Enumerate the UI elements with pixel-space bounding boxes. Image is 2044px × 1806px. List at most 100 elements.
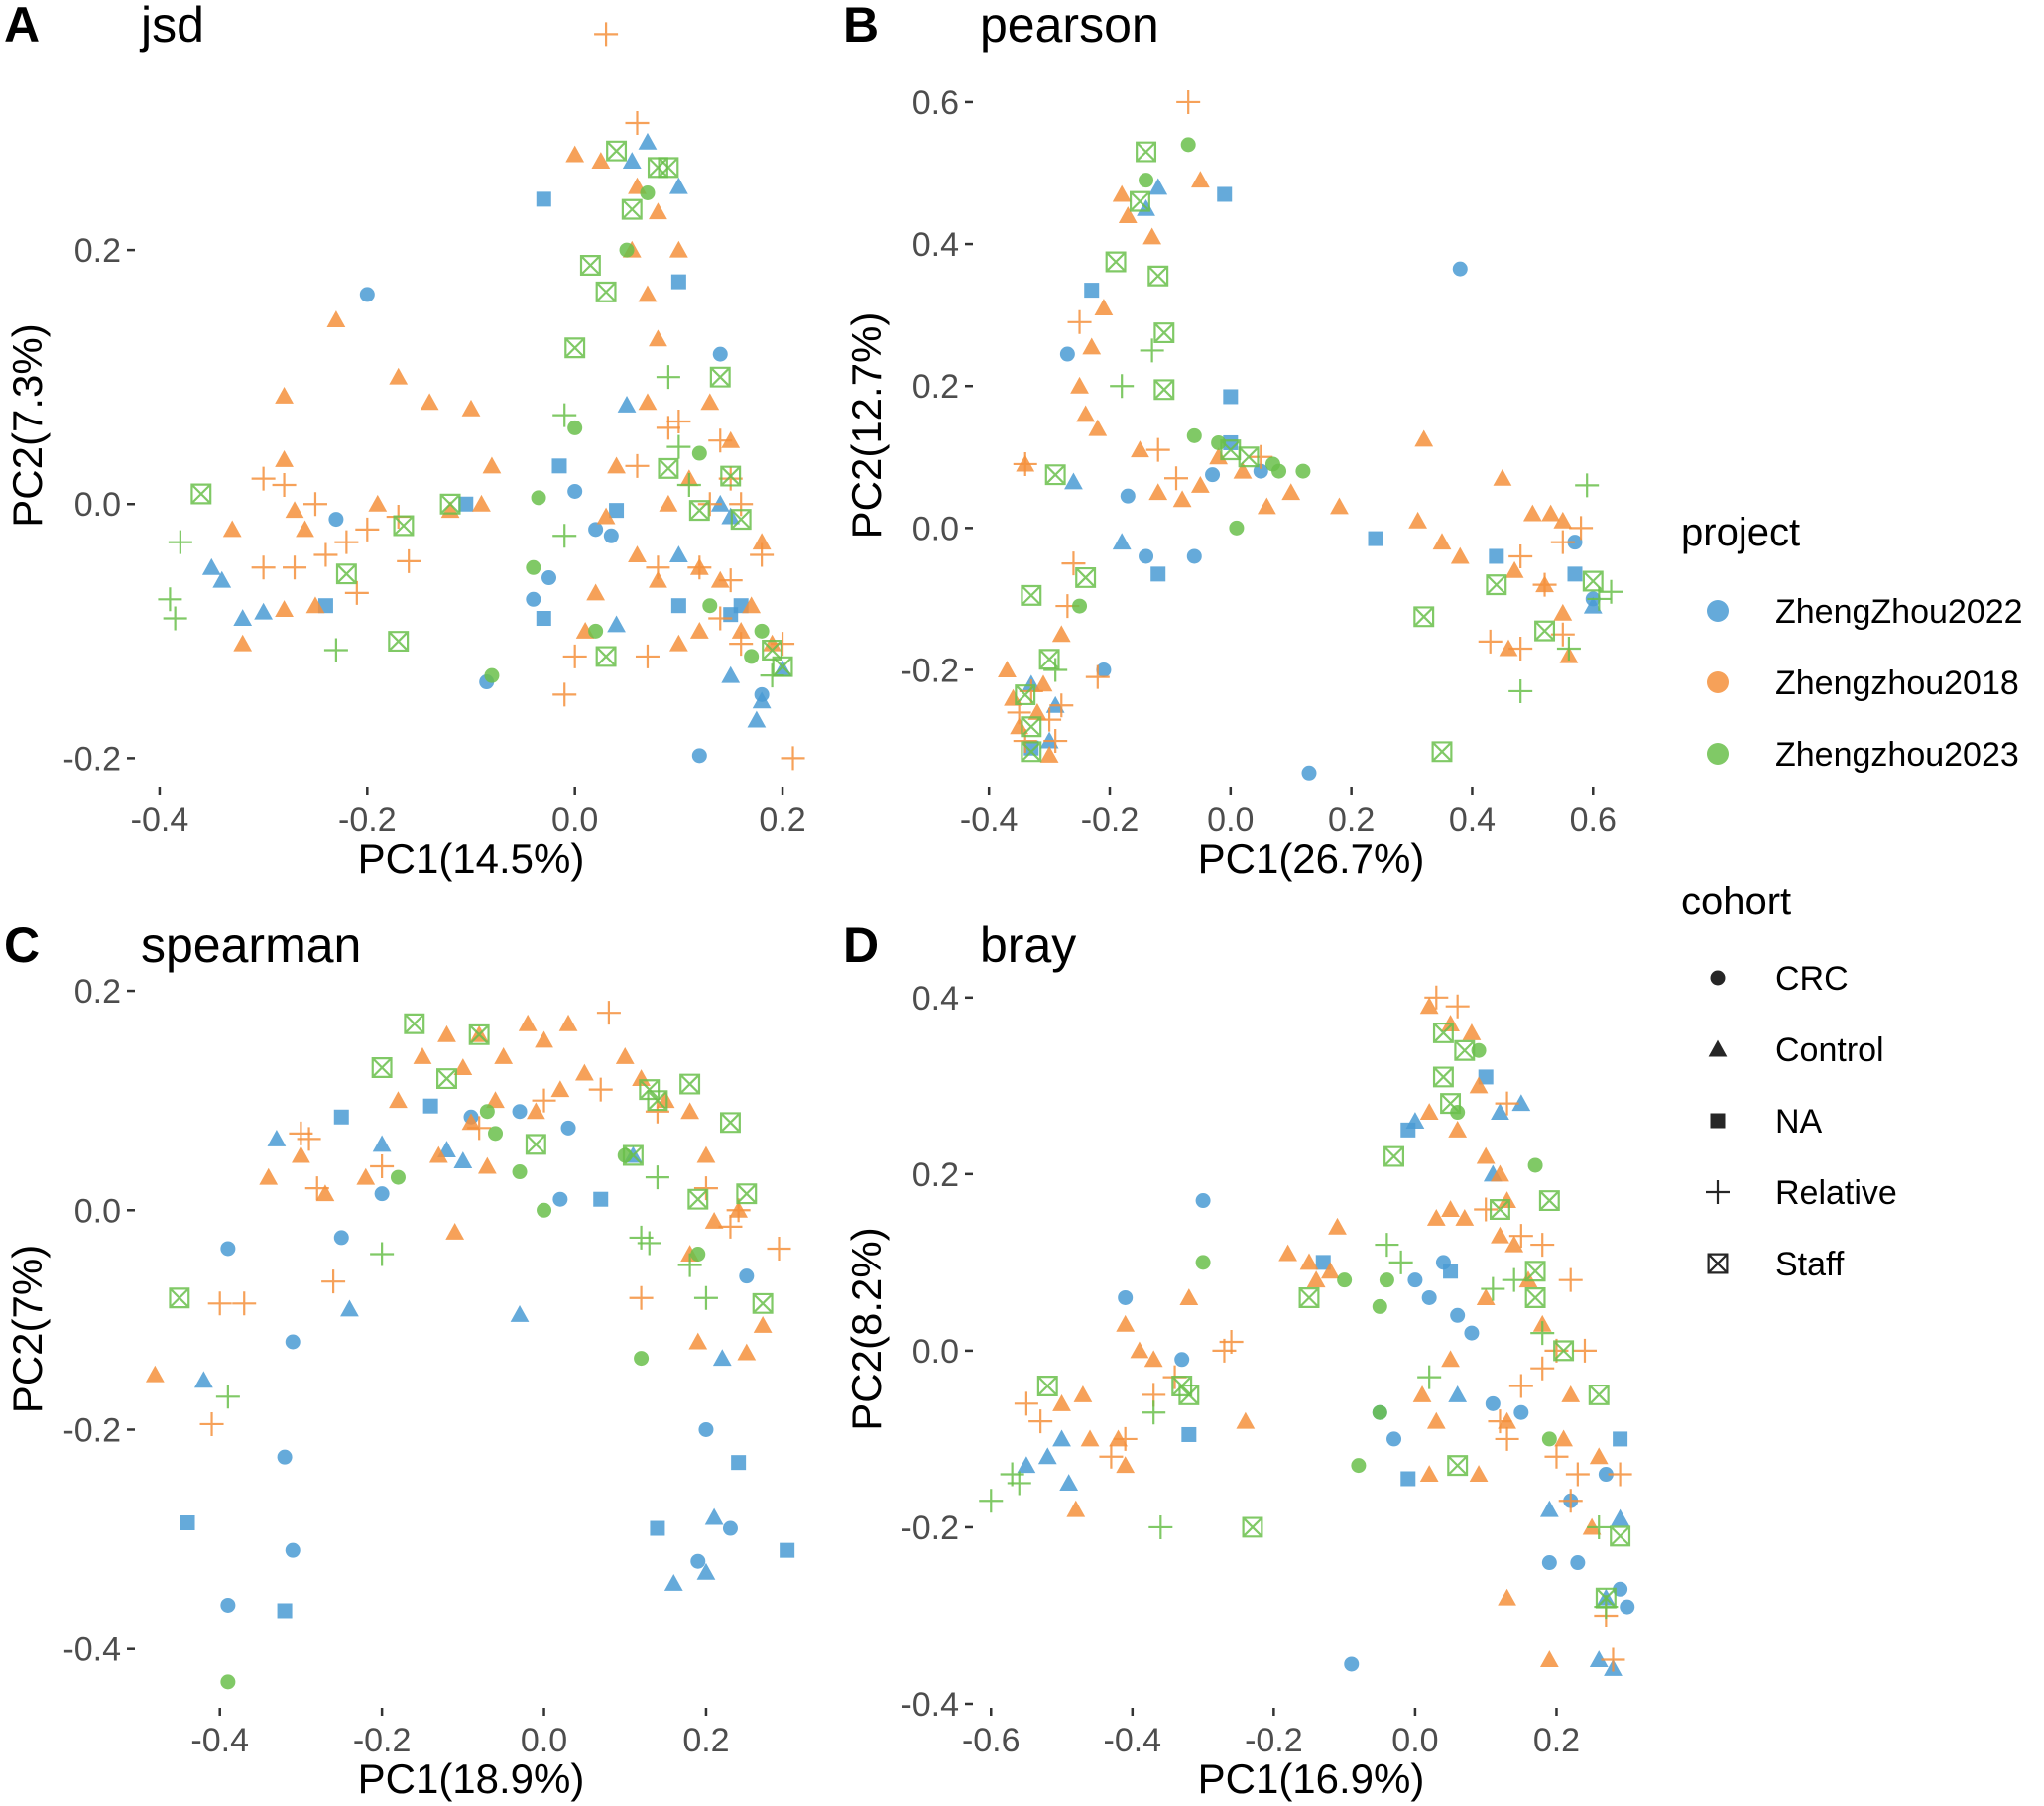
point-relative [750, 542, 775, 567]
point-staff [1431, 741, 1453, 763]
point-crc [390, 1169, 406, 1185]
point-staff [1454, 1039, 1476, 1061]
point-control [233, 634, 253, 652]
point-relative [1508, 543, 1533, 568]
point-relative [693, 1285, 718, 1310]
point-staff [1147, 265, 1169, 287]
panel-letter-c: C [4, 917, 40, 973]
point-control [1112, 533, 1132, 550]
point-control [201, 557, 221, 575]
point-relative [637, 1231, 661, 1256]
point-control [607, 456, 626, 474]
point-relative [1424, 985, 1449, 1010]
point-relative [718, 1214, 743, 1239]
panel-title-c: spearman [141, 917, 361, 973]
point-relative [370, 1242, 395, 1266]
y-tick-label: 0.4 [912, 980, 959, 1018]
point-control [1257, 497, 1276, 515]
point-staff [1021, 584, 1042, 606]
panel-title-a: jsd [139, 0, 204, 53]
point-control [445, 1223, 465, 1240]
y-tick-label: -0.2 [901, 652, 959, 689]
legend-project-title: project [1681, 511, 1800, 554]
legend-project-keys [1707, 600, 1729, 765]
point-relative [708, 428, 733, 453]
point-crc [285, 1542, 301, 1558]
point-crc [1118, 1289, 1134, 1305]
point-control [1450, 546, 1470, 564]
point-staff [1044, 464, 1066, 486]
point-control [1306, 1270, 1326, 1288]
point-na [422, 1098, 438, 1114]
point-crc [702, 598, 718, 614]
point-crc [560, 1120, 576, 1136]
point-na [593, 1191, 609, 1207]
point-staff [1383, 1145, 1405, 1167]
point-relative [767, 1236, 791, 1261]
point-relative [781, 746, 805, 771]
point-crc [1567, 535, 1583, 550]
point-control [1476, 1288, 1496, 1305]
point-staff [752, 1292, 774, 1314]
panel-a: A jsd -0.4 -0.2 0.0 0.2 -0.2 0.0 0.2 PC1(14.5%… [4, 0, 806, 882]
point-staff [719, 1112, 741, 1134]
point-staff [595, 281, 617, 302]
point-control [1037, 1447, 1057, 1465]
point-control [420, 393, 439, 411]
point-staff [730, 509, 752, 531]
point-control [461, 399, 481, 417]
point-relative [1249, 444, 1273, 469]
point-control [669, 177, 688, 194]
y-tick-label: -0.4 [901, 1686, 959, 1724]
point-na [609, 503, 625, 519]
point-na [458, 496, 474, 512]
point-staff [1553, 1340, 1575, 1362]
point-crc [1527, 1157, 1543, 1173]
point-relative [552, 524, 577, 548]
panel-c: C spearman -0.4 -0.2 0.0 0.2-0.4-0.20.00.2 … [4, 917, 795, 1802]
panel-c-x-label: PC1(18.9%) [358, 1755, 585, 1802]
y-tick-label: 0.2 [912, 368, 959, 406]
point-control [368, 494, 388, 512]
point-relative [1085, 664, 1110, 689]
point-crc [1471, 1042, 1487, 1058]
point-control [275, 387, 294, 404]
legend-project-label-2: Zhengzhou2018 [1775, 664, 2019, 702]
point-crc [526, 591, 541, 607]
point-staff [688, 500, 710, 522]
point-staff [1432, 1066, 1454, 1088]
point-crc [619, 242, 635, 258]
point-staff [436, 1068, 457, 1090]
point-crc [374, 1186, 390, 1202]
point-control [285, 501, 304, 519]
scatter-points [145, 1001, 795, 1690]
point-staff [687, 1188, 709, 1210]
point-control [1076, 405, 1096, 422]
point-control [477, 1156, 497, 1174]
point-control [1419, 1103, 1439, 1121]
point-relative [676, 473, 701, 498]
point-control [1448, 1385, 1468, 1402]
point-staff [1538, 1190, 1560, 1212]
point-crc [1570, 1555, 1586, 1571]
point-control [1033, 674, 1053, 692]
point-crc [359, 287, 375, 302]
point-staff [169, 1287, 190, 1309]
point-relative [397, 548, 421, 573]
point-crc [1120, 488, 1136, 504]
point-control [535, 1030, 553, 1048]
point-relative [1508, 1224, 1533, 1249]
point-crc [1344, 1656, 1360, 1672]
point-crc [531, 490, 546, 506]
point-relative [1140, 338, 1164, 363]
point-relative [304, 1176, 329, 1201]
point-control [632, 1069, 651, 1087]
point-control [752, 691, 772, 709]
point-relative [532, 1088, 556, 1113]
point-staff [190, 483, 212, 505]
point-crc [1205, 467, 1221, 483]
point-control [689, 621, 709, 639]
point-crc [1271, 463, 1287, 479]
point-control [649, 202, 667, 220]
point-crc [1186, 427, 1202, 443]
